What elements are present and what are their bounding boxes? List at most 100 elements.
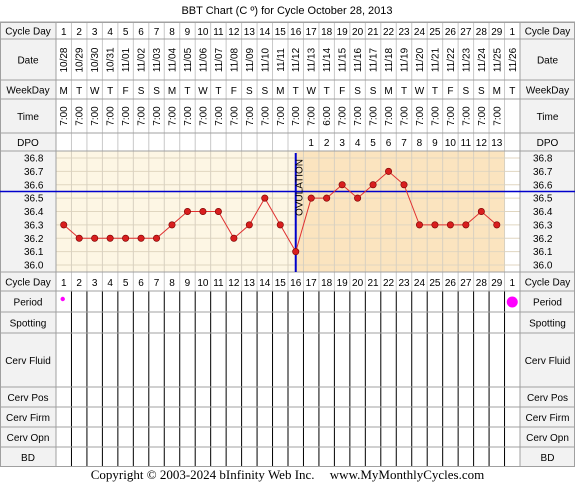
weekday-cell: W <box>306 86 316 97</box>
y-tick-label-right: 36.3 <box>533 220 553 231</box>
dpo-cell: 8 <box>417 138 423 149</box>
weekday-cell: T <box>324 86 330 97</box>
cycle-day-cell-bottom: 10 <box>197 278 209 289</box>
dpo-cell: 12 <box>476 138 488 149</box>
cycle-day-cell: 10 <box>197 27 209 38</box>
cycle-day-cell-bottom: 16 <box>290 278 302 289</box>
y-tick-label: 36.1 <box>24 247 44 258</box>
date-cell: 11/08 <box>229 47 240 72</box>
cycle-day-cell: 20 <box>352 27 364 38</box>
cycle-day-cell-bottom: 1 <box>61 278 67 289</box>
weekday-cell: T <box>215 86 221 97</box>
time-cell: 7:00 <box>276 106 287 126</box>
time-cell: 7:00 <box>291 106 302 126</box>
temperature-point <box>400 181 408 189</box>
date-cell: 11/21 <box>430 47 441 72</box>
y-tick-label-right: 36.2 <box>533 234 553 245</box>
footer-site-link[interactable]: www.MyMonthlyCycles.com <box>329 467 485 482</box>
cycle-day-cell: 12 <box>228 27 240 38</box>
cycle-day-cell-bottom: 15 <box>275 278 287 289</box>
time-cell: 7:00 <box>384 106 395 126</box>
temperature-point <box>385 167 393 175</box>
temperature-point <box>230 234 238 242</box>
cycle-day-cell: 5 <box>123 27 129 38</box>
cycle-day-cell: 13 <box>244 27 256 38</box>
weekday-cell: S <box>246 86 253 97</box>
cycle-day-cell-bottom: 22 <box>383 278 395 289</box>
cycle-day-cell-bottom: 28 <box>476 278 488 289</box>
weekday-cell: F <box>447 86 453 97</box>
cycle-day-cell: 7 <box>154 27 160 38</box>
cycle-day-cell-bottom: 29 <box>491 278 503 289</box>
temperature-point <box>245 221 253 229</box>
y-tick-label: 36.7 <box>24 167 44 178</box>
cycle-day-cell-bottom: 24 <box>414 278 426 289</box>
period-marker <box>506 296 518 308</box>
time-cell: 7:00 <box>245 106 256 126</box>
cycle-day-cell-bottom: 25 <box>429 278 441 289</box>
ovulation-label: OVULATION <box>295 159 306 216</box>
cycle-day-cell: 3 <box>92 27 98 38</box>
temperature-point <box>292 248 300 256</box>
weekday-cell: S <box>261 86 268 97</box>
cycle-day-cell-bottom: 2 <box>76 278 82 289</box>
date-cell: 11/03 <box>152 47 163 72</box>
dpo-cell: 6 <box>386 138 392 149</box>
date-cell: 11/01 <box>121 47 132 72</box>
cycle-day-cell: 23 <box>398 27 410 38</box>
temperature-point <box>415 221 423 229</box>
row-label-right-dpo: DPO <box>537 138 559 149</box>
dpo-cell: 1 <box>308 138 314 149</box>
weekday-cell: M <box>384 86 392 97</box>
row-label-bd: BD <box>21 453 35 464</box>
cycle-day-cell: 6 <box>138 27 144 38</box>
row-label-right-cycle-day: Cycle Day <box>525 27 571 38</box>
row-label-cerv-fluid: Cerv Fluid <box>5 356 51 367</box>
y-tick-label-right: 36.7 <box>533 167 553 178</box>
bbt-chart: BBT Chart (C º) for Cycle October 28, 20… <box>0 5 575 467</box>
cycle-day-cell: 24 <box>414 27 426 38</box>
weekday-cell: F <box>339 86 345 97</box>
time-cell: 7:00 <box>152 106 163 126</box>
cycle-day-cell-bottom: 18 <box>321 278 333 289</box>
cycle-day-cell-bottom: 20 <box>352 278 364 289</box>
date-cell: 11/23 <box>461 47 472 72</box>
time-cell: 7:00 <box>229 106 240 126</box>
weekday-cell: M <box>168 86 176 97</box>
chart-title: BBT Chart (C º) for Cycle October 28, 20… <box>181 5 392 17</box>
date-cell: 11/16 <box>353 47 364 72</box>
weekday-cell: M <box>276 86 284 97</box>
row-label-right-cerv-opn: Cerv Opn <box>526 433 569 444</box>
temperature-point <box>369 181 377 189</box>
row-label-right-cycle-day-bottom: Cycle Day <box>525 278 571 289</box>
time-cell: 7:00 <box>137 106 148 126</box>
cycle-day-cell: 1 <box>61 27 67 38</box>
weekday-cell: T <box>432 86 438 97</box>
cycle-day-cell: 14 <box>259 27 271 38</box>
y-tick-label: 36.2 <box>24 234 44 245</box>
date-cell: 11/05 <box>183 47 194 72</box>
y-tick-label-right: 36.0 <box>533 261 553 272</box>
row-label-spotting: Spotting <box>10 319 47 330</box>
dpo-cell: 3 <box>339 138 345 149</box>
weekday-cell: M <box>60 86 68 97</box>
cycle-day-cell: 4 <box>107 27 113 38</box>
cycle-day-cell-bottom: 21 <box>368 278 380 289</box>
cycle-day-cell: 1 <box>509 27 515 38</box>
time-cell: 7:00 <box>461 106 472 126</box>
footer-copyright: Copyright © 2003-2024 bInfinity Web Inc. <box>90 467 315 482</box>
cycle-day-cell: 9 <box>185 27 191 38</box>
time-cell: 7:00 <box>446 106 457 126</box>
dpo-cell: 7 <box>401 138 407 149</box>
date-cell: 11/04 <box>168 47 179 72</box>
cycle-day-cell: 2 <box>76 27 82 38</box>
row-label-cerv-opn: Cerv Opn <box>7 433 50 444</box>
dpo-cell: 4 <box>355 138 361 149</box>
time-cell: 7:00 <box>430 106 441 126</box>
date-cell: 11/20 <box>415 47 426 72</box>
y-tick-label: 36.6 <box>24 180 44 191</box>
weekday-cell: F <box>123 86 129 97</box>
y-tick-label: 36.8 <box>24 154 44 165</box>
weekday-cell: W <box>90 86 100 97</box>
time-cell: 7:00 <box>307 106 318 126</box>
